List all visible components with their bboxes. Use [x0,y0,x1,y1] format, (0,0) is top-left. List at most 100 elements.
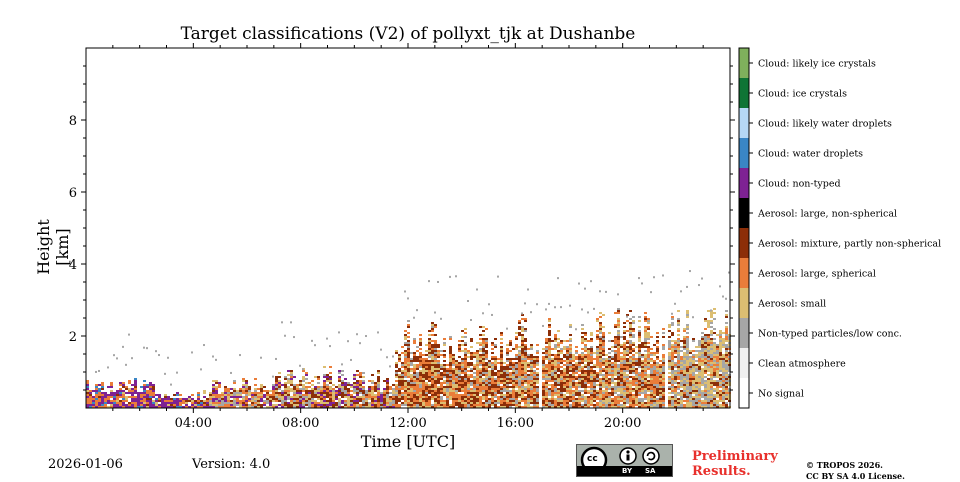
heatmap-cell [533,388,536,390]
heatmap-cell [149,394,152,396]
heatmap-cell [275,394,278,396]
heatmap-cell [461,382,464,384]
heatmap-cell [509,380,512,382]
heatmap-cell [710,364,713,366]
heatmap-cell [248,390,251,392]
heatmap-cell [710,358,713,360]
heatmap-cell [413,370,416,372]
heatmap-cell [338,404,341,406]
heatmap-cell [254,404,257,406]
heatmap-cell [503,384,506,386]
heatmap-cell [722,354,725,356]
heatmap-speck [212,355,214,358]
heatmap-cell [452,392,455,394]
heatmap-cell [374,386,377,388]
heatmap-cell [578,356,581,358]
heatmap-cell [602,338,605,340]
heatmap-cell [476,376,479,378]
heatmap-cell [428,404,431,406]
heatmap-cell [704,364,707,366]
heatmap-cell [230,406,233,408]
heatmap-cell [152,390,155,392]
heatmap-cell [434,352,437,354]
heatmap-cell [713,312,716,314]
heatmap-cell [587,370,590,372]
heatmap-cell [443,386,446,388]
heatmap-cell [716,382,719,384]
heatmap-cell [653,380,656,382]
heatmap-cell [401,402,404,404]
heatmap-cell [620,390,623,392]
heatmap-cell [356,406,359,408]
heatmap-cell [503,402,506,404]
heatmap-cell [470,396,473,398]
heatmap-cell [440,396,443,398]
heatmap-cell [629,350,632,352]
heatmap-cell [299,384,302,386]
heatmap-cell [629,330,632,332]
colorbar-frame [738,47,750,409]
heatmap-cell [695,384,698,386]
heatmap-cell [506,388,509,390]
heatmap-cell [701,352,704,354]
heatmap-cell [629,342,632,344]
heatmap-cell [437,404,440,406]
heatmap-cell [281,384,284,386]
heatmap-cell [641,384,644,386]
heatmap-cell [302,398,305,400]
heatmap-cell [509,372,512,374]
heatmap-cell [548,320,551,322]
heatmap-cell [533,376,536,378]
heatmap-cell [338,370,341,372]
heatmap-cell [521,354,524,356]
heatmap-cell [131,406,134,408]
heatmap-cell [446,400,449,402]
heatmap-cell [704,358,707,360]
heatmap-cell [662,378,665,380]
heatmap-cell [704,402,707,404]
heatmap-cell [518,404,521,406]
heatmap-cell [482,404,485,406]
heatmap-cell [602,314,605,316]
heatmap-cell [104,402,107,404]
heatmap-cell [602,386,605,388]
heatmap-cell [254,390,257,392]
heatmap-cell [638,384,641,386]
heatmap-cell [173,404,176,406]
heatmap-cell [443,360,446,362]
heatmap-cell [677,366,680,368]
heatmap-cell [518,392,521,394]
heatmap-cell [359,396,362,398]
heatmap-cell [527,378,530,380]
heatmap-cell [248,394,251,396]
heatmap-cell [398,370,401,372]
heatmap-cell [467,404,470,406]
heatmap-cell [545,384,548,386]
heatmap-cell [428,374,431,376]
heatmap-cell [404,344,407,346]
heatmap-cell [401,396,404,398]
heatmap-cell [362,386,365,388]
heatmap-cell [434,380,437,382]
heatmap-cell [644,320,647,322]
heatmap-cell [422,386,425,388]
heatmap-cell [566,390,569,392]
heatmap-cell [644,330,647,332]
heatmap-cell [473,394,476,396]
heatmap-cell [434,370,437,372]
heatmap-cell [446,374,449,376]
heatmap-cell [329,386,332,388]
heatmap-cell [572,386,575,388]
heatmap-cell [545,406,548,408]
heatmap-cell [203,402,206,404]
heatmap-cell [179,394,182,396]
heatmap-cell [323,390,326,392]
heatmap-cell [464,342,467,344]
heatmap-cell [257,398,260,400]
heatmap-cell [677,352,680,354]
heatmap-cell [590,380,593,382]
heatmap-cell [266,402,269,404]
heatmap-cell [461,350,464,352]
sa-arrow [646,451,656,461]
heatmap-cell [656,402,659,404]
